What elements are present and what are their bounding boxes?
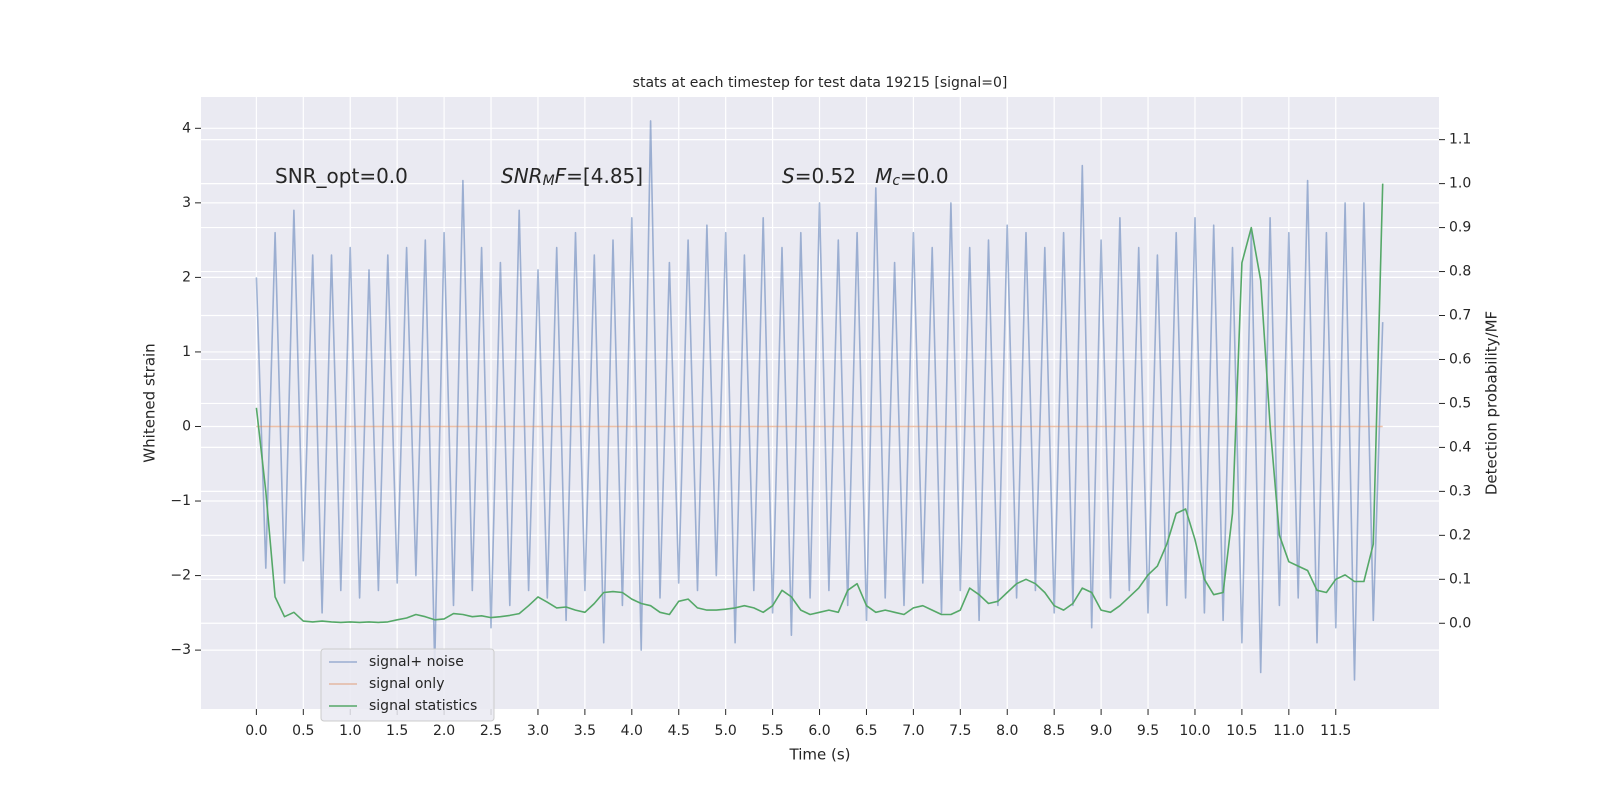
annotation-part: =0.52 bbox=[795, 164, 875, 188]
y2-tick-label: 0.1 bbox=[1449, 571, 1471, 587]
x-tick-label: 11.5 bbox=[1320, 723, 1351, 739]
annotation-part: F bbox=[555, 164, 567, 188]
annotation-part: S bbox=[782, 164, 795, 188]
x-tick-label: 9.0 bbox=[1090, 723, 1112, 739]
x-tick-label: 6.5 bbox=[855, 723, 877, 739]
x-tick-label: 5.5 bbox=[761, 723, 783, 739]
x-tick-label: 2.5 bbox=[480, 723, 502, 739]
annotation-part: M bbox=[875, 164, 892, 188]
x-tick-label: 8.0 bbox=[996, 723, 1018, 739]
annotation-part: =0.0 bbox=[900, 164, 949, 188]
annotation-part: SNR bbox=[501, 164, 543, 188]
annotation: SNRMF=[4.85] bbox=[501, 164, 643, 190]
x-tick-label: 4.5 bbox=[668, 723, 690, 739]
x-tick-label: 8.5 bbox=[1043, 723, 1065, 739]
x-tick-label: 3.0 bbox=[527, 723, 549, 739]
series-line bbox=[255, 183, 1384, 624]
annotation-part: c bbox=[892, 173, 900, 189]
y2-tick-label: 0.0 bbox=[1449, 615, 1471, 631]
x-tick-label: 1.0 bbox=[339, 723, 361, 739]
y2-tick-label: 0.6 bbox=[1449, 351, 1471, 367]
x-tick-label: 3.5 bbox=[574, 723, 596, 739]
y-tick-label: −3 bbox=[170, 642, 191, 658]
legend-box bbox=[320, 648, 495, 722]
legend-label: signal statistics bbox=[369, 698, 477, 714]
y2-tick-label: 0.5 bbox=[1449, 395, 1471, 411]
annotation-part: M bbox=[543, 173, 555, 189]
y-tick-label: 3 bbox=[182, 195, 191, 211]
annotation-part: =[4.85] bbox=[566, 164, 643, 188]
y2-axis-label: Detection probability/MF bbox=[1483, 311, 1501, 495]
x-tick-label: 0.0 bbox=[245, 723, 267, 739]
y-axis-label: Whitened strain bbox=[141, 343, 159, 462]
x-tick-label: 11.0 bbox=[1273, 723, 1304, 739]
annotation: SNR_opt=0.0 bbox=[275, 164, 408, 188]
x-tick-label: 10.5 bbox=[1226, 723, 1257, 739]
y2-tick-label: 0.9 bbox=[1449, 220, 1471, 236]
x-tick-label: 7.0 bbox=[902, 723, 924, 739]
series-line bbox=[255, 120, 1384, 681]
legend-label: signal only bbox=[369, 676, 444, 692]
x-tick-label: 4.0 bbox=[621, 723, 643, 739]
y-tick-label: −2 bbox=[170, 568, 191, 584]
x-tick-label: 1.5 bbox=[386, 723, 408, 739]
annotation-part: SNR_opt=0.0 bbox=[275, 164, 408, 188]
y-tick-label: 1 bbox=[182, 344, 191, 360]
annotation: S=0.52 Mc=0.0 bbox=[782, 164, 949, 190]
y-tick-label: 4 bbox=[182, 120, 191, 136]
y2-tick-label: 1.1 bbox=[1449, 132, 1471, 148]
x-tick-label: 0.5 bbox=[292, 723, 314, 739]
y2-tick-label: 0.2 bbox=[1449, 527, 1471, 543]
y2-tick-label: 0.4 bbox=[1449, 439, 1471, 455]
y-tick-label: 2 bbox=[182, 269, 191, 285]
x-tick-label: 10.0 bbox=[1179, 723, 1210, 739]
x-tick-label: 5.0 bbox=[715, 723, 737, 739]
x-tick-label: 6.0 bbox=[808, 723, 830, 739]
y-tick-label: 0 bbox=[182, 418, 191, 434]
legend-label: signal+ noise bbox=[369, 654, 464, 670]
y2-tick-label: 0.3 bbox=[1449, 483, 1471, 499]
y2-tick-label: 0.8 bbox=[1449, 264, 1471, 280]
y-tick-label: −1 bbox=[170, 493, 191, 509]
x-tick-label: 7.5 bbox=[949, 723, 971, 739]
y2-tick-label: 1.0 bbox=[1449, 176, 1471, 192]
x-tick-label: 9.5 bbox=[1137, 723, 1159, 739]
y2-tick-label: 0.7 bbox=[1449, 308, 1471, 324]
chart-title: stats at each timestep for test data 192… bbox=[633, 75, 1008, 91]
x-tick-label: 2.0 bbox=[433, 723, 455, 739]
x-axis-label: Time (s) bbox=[789, 746, 851, 764]
